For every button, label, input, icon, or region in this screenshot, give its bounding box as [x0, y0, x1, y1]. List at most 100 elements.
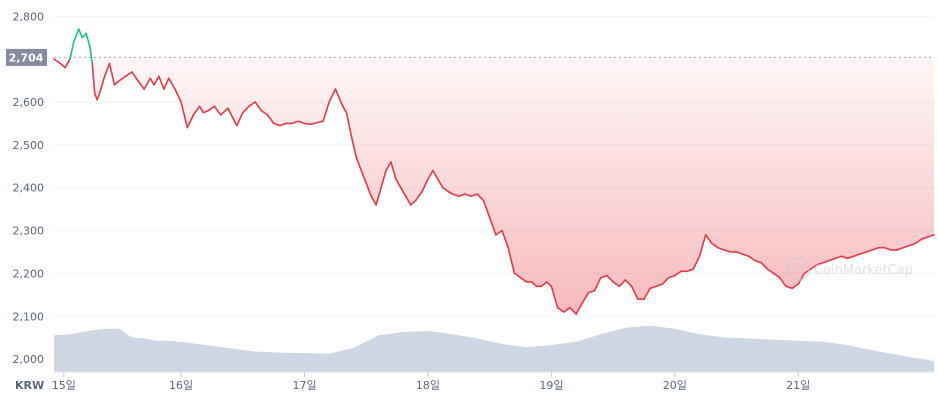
price-line-segment [575, 302, 584, 315]
price-line-segment [612, 281, 621, 288]
price-line-segment [207, 105, 216, 112]
price-line-segment [593, 276, 602, 292]
price-line-segment [85, 32, 91, 48]
x-tick-label: 16일 [169, 378, 193, 392]
price-line-segment [158, 75, 165, 90]
price-line-segment [260, 109, 269, 116]
price-line-segment [124, 71, 133, 78]
price-line-segment [64, 58, 71, 69]
price-line-segment [409, 199, 417, 206]
price-line-segment [519, 276, 528, 283]
price-line-segment [562, 306, 571, 313]
price-line-segment [113, 79, 121, 86]
price-line-segment [735, 251, 744, 255]
price-line-segment [100, 75, 106, 90]
price-line-segment [902, 244, 911, 249]
price-line-segment [772, 272, 781, 279]
price-line-segment [464, 193, 473, 198]
price-line-segment [385, 161, 392, 172]
coinmarketcap-logo-mark [791, 261, 805, 274]
price-line-segment [399, 186, 407, 198]
price-line-segment [896, 246, 904, 251]
y-tick-label: 2,800 [13, 10, 45, 23]
price-line-segment [661, 276, 670, 285]
reference-price-badge: 2,704 [6, 48, 47, 66]
price-line-segment [920, 236, 929, 240]
price-line-segment [495, 229, 503, 236]
reference-price-label: 2,704 [9, 51, 44, 64]
price-line-segment [717, 246, 726, 251]
price-line-segment [710, 242, 719, 249]
price-line-segment [153, 75, 160, 86]
reference-badge-bg [6, 48, 47, 66]
price-line-segment [852, 253, 861, 258]
price-line-segment [624, 279, 633, 288]
price-line-segment [72, 28, 80, 43]
price-line-segment [470, 193, 479, 198]
price-line-segment [375, 186, 382, 206]
price-line-segment [501, 229, 510, 249]
price-line-segment [698, 234, 707, 258]
price-line-segment [77, 28, 84, 39]
x-tick-label: 18일 [416, 378, 440, 392]
price-line-segment [322, 101, 331, 123]
price-line-segment [785, 285, 793, 290]
price-line-segment [488, 216, 497, 236]
price-line-segment [131, 71, 139, 82]
price-line-segment [859, 251, 867, 255]
price-line-segment [360, 169, 368, 185]
price-line-segment [96, 88, 102, 101]
price-line-segment [457, 193, 466, 198]
price-line-segment [235, 111, 244, 127]
price-line-segment [380, 169, 387, 189]
price-line-segment [420, 178, 429, 193]
price-line-segment [390, 161, 397, 180]
price-line-segment [108, 62, 116, 86]
loss-area-fill [54, 57, 934, 315]
price-line-segment [91, 62, 96, 95]
price-line-segment [174, 88, 182, 103]
price-line-segment [914, 238, 923, 245]
price-line-segment [513, 272, 522, 279]
price-line-segment [404, 195, 412, 206]
price-line-segment [791, 283, 800, 290]
price-line-segment [569, 306, 577, 315]
x-tick-label: 21일 [786, 378, 810, 392]
coinmarketcap-watermark: CoinMarketCap [786, 257, 913, 281]
price-line-segment [186, 114, 195, 129]
price-line-segment [227, 107, 238, 127]
price-line-segment [451, 193, 460, 198]
price-line-segment [550, 285, 559, 309]
price-line-segment [118, 75, 127, 82]
price-line-segment [822, 259, 830, 264]
price-line-segment [248, 101, 256, 108]
price-line-segment [69, 41, 75, 60]
price-line-segment [834, 255, 843, 260]
price-line-segment [649, 285, 658, 290]
price-line-segment [871, 246, 880, 251]
price-line-segment [630, 285, 639, 300]
price-line-segment [865, 249, 874, 253]
currency-label: KRW [15, 379, 44, 392]
price-line-segment [254, 101, 263, 112]
price-line-segment [266, 114, 275, 125]
price-line-segment [926, 234, 935, 238]
y-tick-label: 2,100 [13, 310, 45, 323]
price-line-segment [581, 291, 590, 305]
price-line-segment [908, 242, 917, 247]
price-line-segment [507, 246, 516, 275]
price-line [53, 28, 935, 315]
price-line-segment [291, 120, 300, 125]
price-line-segment [432, 169, 439, 180]
price-line-segment [345, 111, 353, 138]
price-line-segment [149, 77, 155, 86]
price-line-segment [587, 289, 596, 294]
price-line-segment [334, 88, 340, 99]
price-line-segment [540, 281, 548, 288]
price-line-segment [192, 105, 201, 116]
price-line-segment [655, 283, 664, 288]
price-line-segment [436, 178, 444, 189]
x-tick-label: 20일 [663, 378, 687, 392]
price-line-segment [667, 274, 676, 279]
